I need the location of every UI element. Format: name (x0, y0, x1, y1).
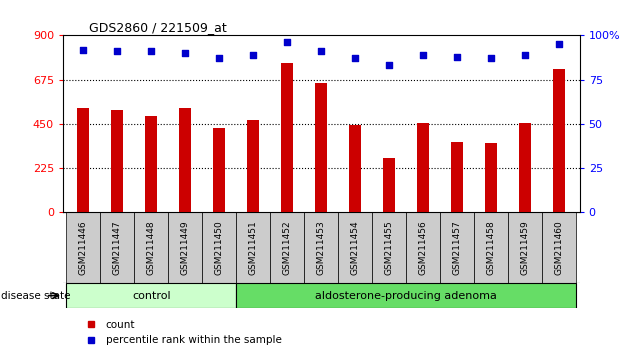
Point (180, 50, 190, 56)
Point (486, 56, 496, 61)
Text: GSM211460: GSM211460 (554, 221, 564, 275)
Bar (485, 143, 497, 212)
Bar (214, 128, 226, 212)
Bar (338, 212, 372, 283)
Bar (417, 123, 429, 212)
Text: GDS2860 / 221509_at: GDS2860 / 221509_at (89, 21, 227, 34)
Text: GSM211446: GSM211446 (79, 221, 88, 275)
Text: GSM211455: GSM211455 (385, 221, 394, 275)
Bar (112, 110, 123, 212)
Point (520, 52, 530, 58)
Bar (383, 158, 395, 212)
Text: GSM211457: GSM211457 (453, 221, 462, 275)
Bar (248, 120, 260, 212)
Point (554, 41, 564, 47)
Text: GSM211448: GSM211448 (147, 221, 156, 275)
Text: GSM211447: GSM211447 (113, 221, 122, 275)
Point (78, 47, 88, 52)
Text: aldosterone-producing adenoma: aldosterone-producing adenoma (316, 291, 497, 301)
Bar (406, 212, 440, 283)
Bar (553, 69, 565, 212)
Bar (146, 116, 158, 212)
Point (214, 56, 224, 61)
Bar (77, 108, 89, 212)
Bar (316, 82, 327, 212)
Text: GSM211459: GSM211459 (521, 221, 530, 275)
Text: control: control (132, 291, 171, 301)
Bar (440, 212, 474, 283)
Text: GSM211452: GSM211452 (283, 221, 292, 275)
Legend: count, percentile rank within the sample: count, percentile rank within the sample (81, 320, 282, 345)
Text: GSM211458: GSM211458 (487, 221, 496, 275)
Point (112, 48, 122, 54)
Bar (372, 212, 406, 283)
Point (452, 54, 462, 59)
Point (248, 52, 258, 58)
Text: GSM211453: GSM211453 (317, 221, 326, 275)
Bar (66, 212, 100, 283)
Bar (542, 212, 576, 283)
Bar (236, 212, 270, 283)
Text: GSM211449: GSM211449 (181, 221, 190, 275)
Text: GSM211451: GSM211451 (249, 221, 258, 275)
Bar (451, 142, 463, 212)
Bar (304, 212, 338, 283)
Bar (236, 283, 576, 308)
Bar (282, 63, 293, 212)
Text: GSM211456: GSM211456 (419, 221, 428, 275)
Bar (134, 212, 168, 283)
Bar (350, 125, 361, 212)
Text: GSM211450: GSM211450 (215, 221, 224, 275)
Bar (508, 212, 542, 283)
Point (418, 52, 428, 58)
Bar (474, 212, 508, 283)
Bar (519, 123, 531, 212)
Bar (66, 283, 236, 308)
Point (282, 40, 292, 45)
Bar (180, 108, 192, 212)
Text: GSM211454: GSM211454 (351, 221, 360, 275)
Bar (202, 212, 236, 283)
Point (350, 56, 360, 61)
Bar (168, 212, 202, 283)
Point (316, 48, 326, 54)
Point (146, 48, 156, 54)
Text: disease state: disease state (1, 291, 70, 301)
Bar (270, 212, 304, 283)
Bar (100, 212, 134, 283)
Point (384, 63, 394, 68)
